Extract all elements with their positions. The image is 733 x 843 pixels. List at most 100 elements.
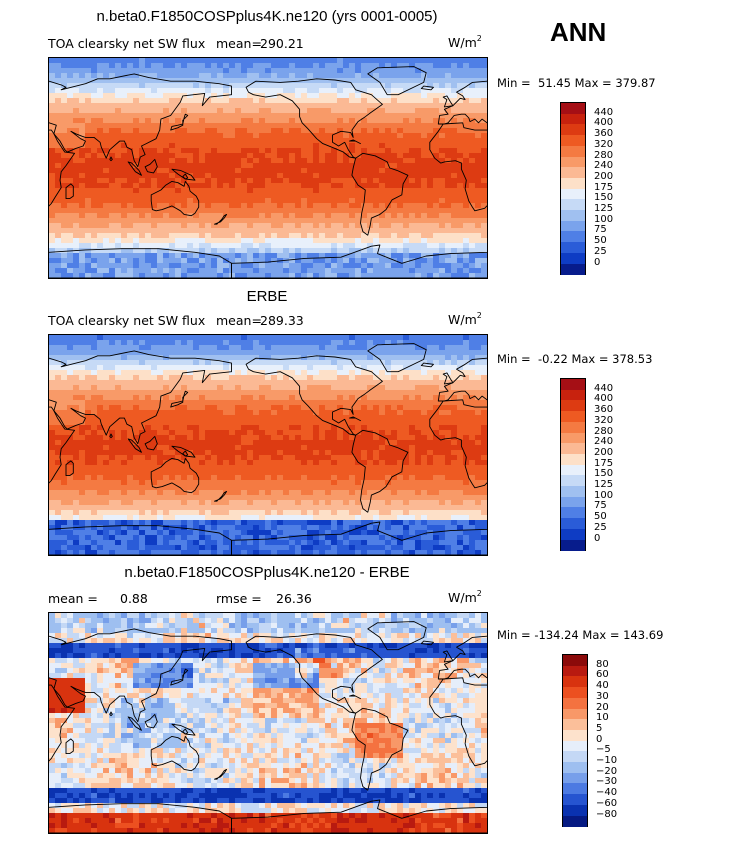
colorbar-label: 150 <box>594 192 614 204</box>
panel2-max-value: 378.53 <box>612 352 653 366</box>
panel3-max-value: 143.69 <box>623 628 664 642</box>
coastlines <box>49 66 487 278</box>
colorbar-segment <box>563 740 587 752</box>
colorbar-segment <box>561 486 585 498</box>
season-label: ANN <box>550 17 607 47</box>
panel3-mean-value: 0.88 <box>120 591 148 606</box>
panel2-units: W/m2 <box>448 311 482 327</box>
colorbar-segment <box>561 124 585 136</box>
colorbar-label: 175 <box>594 181 614 193</box>
panel1-minmax: Min = 51.45 Max = 379.87 <box>497 76 656 90</box>
colorbar-segment <box>563 794 587 806</box>
colorbar-label: 175 <box>594 457 614 469</box>
colorbar-label: −40 <box>596 787 618 799</box>
colorbar-label: 360 <box>594 404 614 416</box>
colorbar-label: 60 <box>596 669 609 681</box>
colorbar-segment <box>563 804 587 816</box>
colorbar-segment <box>563 676 587 688</box>
colorbar-segment <box>561 177 585 190</box>
coastlines <box>49 621 487 833</box>
colorbar-segment <box>561 220 585 232</box>
colorbar-label: −80 <box>596 808 618 820</box>
colorbar-segment <box>563 655 587 667</box>
colorbar-strip <box>560 102 586 276</box>
panel3-min-value: -134.24 <box>534 628 579 642</box>
colorbar-label: 440 <box>594 106 614 118</box>
colorbar-segment <box>561 199 585 211</box>
colorbar-label: 100 <box>594 489 614 501</box>
colorbar-segment <box>561 231 585 243</box>
map-contour-cells <box>49 613 487 833</box>
colorbar-segment <box>563 729 587 742</box>
colorbar-segment <box>561 135 585 147</box>
panel1-mean-label: mean= <box>216 36 262 51</box>
colorbar-segment <box>561 263 585 275</box>
colorbar-label: 80 <box>596 658 609 670</box>
colorbar-segment <box>561 167 585 179</box>
colorbar-label: 320 <box>594 138 614 150</box>
colorbar-segment <box>563 708 587 720</box>
colorbar-label: 75 <box>594 500 607 512</box>
colorbar-segment <box>561 400 585 412</box>
colorbar-strip <box>562 654 588 828</box>
colorbar-label: 360 <box>594 128 614 140</box>
colorbar-segment <box>563 687 587 699</box>
colorbar-strip <box>560 378 586 552</box>
colorbar-segment <box>561 528 585 540</box>
panel1-title: n.beta0.F1850COSPplus4K.ne120 (yrs 0001-… <box>96 8 438 25</box>
panel3-title: n.beta0.F1850COSPplus4K.ne120 - ERBE <box>124 564 410 581</box>
panel3-rmse-label: rmse = <box>216 591 262 606</box>
colorbar-segment <box>561 453 585 466</box>
colorbar-segment <box>561 411 585 423</box>
colorbar-segment <box>561 145 585 157</box>
panel2-minmax: Min = -0.22 Max = 378.53 <box>497 352 653 366</box>
colorbar-segment <box>563 751 587 763</box>
colorbar-label: −60 <box>596 797 618 809</box>
colorbar-segment <box>563 719 587 731</box>
colorbar-label: 75 <box>594 224 607 236</box>
colorbar-segment <box>563 815 587 827</box>
colorbar-segment <box>561 421 585 433</box>
colorbar-label: 200 <box>594 170 614 182</box>
colorbar-label: −10 <box>596 755 618 766</box>
colorbar-segment <box>563 665 587 677</box>
panel1-max-value: 379.87 <box>615 76 656 90</box>
colorbar-label: 10 <box>596 712 609 724</box>
panel1-min-value: 51.45 <box>538 76 571 90</box>
panel2-variable-label: TOA clearsky net SW flux <box>48 313 206 328</box>
map-contour-cells <box>49 58 487 278</box>
colorbar-segment <box>563 697 587 709</box>
panel3-units: W/m2 <box>448 589 482 605</box>
colorbar-label: 100 <box>594 213 614 225</box>
panel2-mean-label: mean= <box>216 313 262 328</box>
panel2-min-value: -0.22 <box>538 352 568 366</box>
colorbar-segment <box>561 432 585 444</box>
colorbar-segment <box>561 188 585 200</box>
panel1-map-svg <box>49 58 487 278</box>
colorbar-segment <box>561 156 585 168</box>
panel3-mean-label: mean = <box>48 591 98 606</box>
colorbar-label: −30 <box>596 776 618 788</box>
colorbar-label: 400 <box>594 393 614 405</box>
panel3-minmax: Min = -134.24 Max = 143.69 <box>497 628 664 642</box>
colorbar-segment <box>563 762 587 774</box>
colorbar-segment <box>563 772 587 784</box>
colorbar-segment <box>561 518 585 530</box>
colorbar-segment <box>561 464 585 476</box>
colorbar-segment <box>561 475 585 487</box>
panel2-title: ERBE <box>246 288 288 305</box>
panel2-map <box>48 334 488 556</box>
panel2-mean-value: 289.33 <box>260 313 304 328</box>
colorbar-label: 0 <box>596 733 603 745</box>
panel1-mean-value: 290.21 <box>260 36 304 51</box>
panel3-map <box>48 612 488 834</box>
colorbar-label: 25 <box>594 521 607 533</box>
colorbar-label: −5 <box>596 744 611 756</box>
colorbar-label: 40 <box>596 680 609 692</box>
colorbar-segment <box>561 443 585 455</box>
colorbar-segment <box>561 539 585 551</box>
colorbar-segment <box>561 379 585 391</box>
colorbar-label: 30 <box>596 690 609 702</box>
coastlines <box>49 343 487 555</box>
colorbar-label: 240 <box>594 436 614 448</box>
